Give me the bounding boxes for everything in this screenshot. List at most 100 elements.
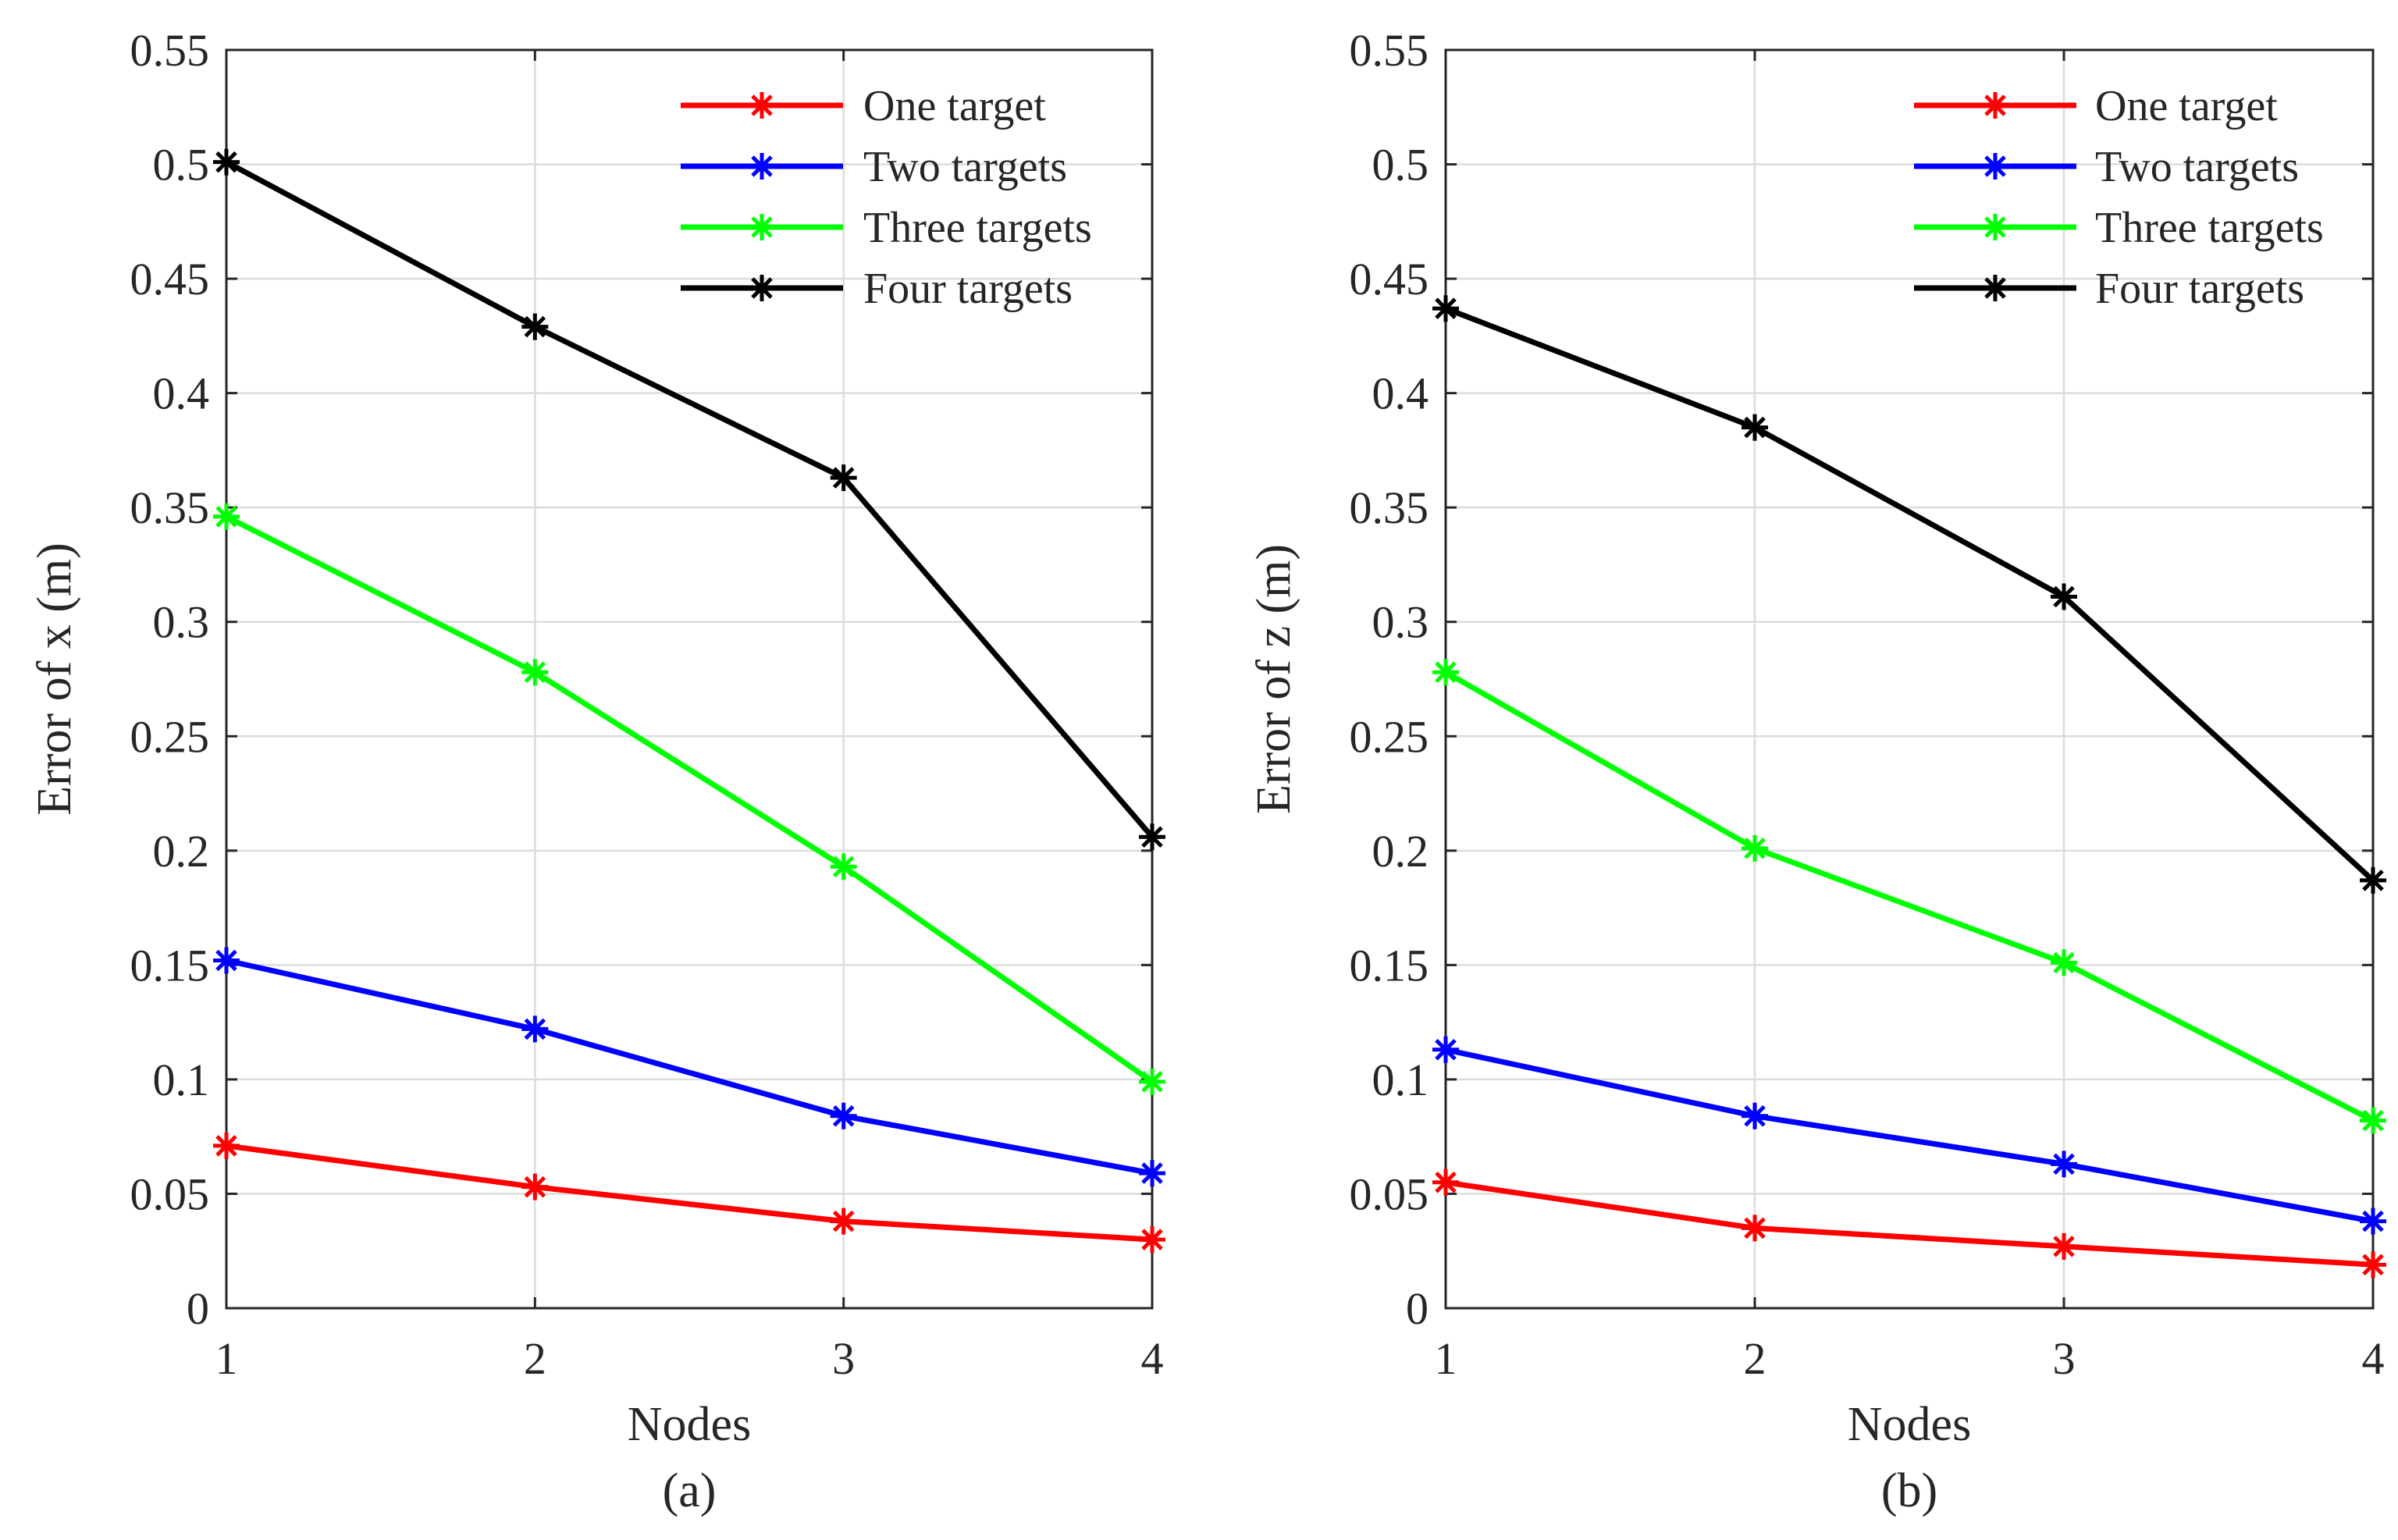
data-point-marker <box>2360 1107 2386 1134</box>
data-point-marker <box>1139 1068 1165 1095</box>
legend-entry: Four targets <box>1914 265 2304 313</box>
data-point-marker <box>2051 1232 2077 1260</box>
legend-label: Three targets <box>863 204 1092 252</box>
legend-entry: Three targets <box>1914 204 2324 252</box>
legend-entry: One target <box>681 82 1046 130</box>
y-tick-label: 0.45 <box>130 254 210 304</box>
y-tick-label: 0.55 <box>1350 25 1429 76</box>
data-point-marker <box>2051 1151 2077 1178</box>
series-line <box>1445 1047 2374 1225</box>
data-point-marker <box>2360 1207 2386 1235</box>
x-tick-label: 4 <box>2362 1333 2385 1384</box>
y-axis-label: Error of z (m) <box>1247 544 1300 814</box>
data-point-marker <box>521 1173 549 1200</box>
y-tick-label: 0.15 <box>1350 940 1429 991</box>
legend-marker <box>1982 153 2008 180</box>
chart-panel-b: 0 0.05 0.1 0.15 0.2 0.25 0.3 0.35 0.4 0.45 0.5 0.55… <box>1247 25 2386 1517</box>
data-point-marker <box>2360 866 2386 894</box>
panel-caption: (b) <box>1881 1464 1937 1517</box>
y-tick-label: 0.35 <box>1350 482 1429 533</box>
data-point-marker <box>1742 414 1768 441</box>
x-tick-label: 2 <box>524 1333 546 1384</box>
x-axis-label: Nodes <box>628 1398 751 1451</box>
y-tick-label: 0.2 <box>1372 826 1429 877</box>
chart-panel-a: 0 0.05 0.1 0.15 0.2 0.25 0.3 0.35 0.4 0.45 0.5 0.55… <box>28 25 1165 1517</box>
x-tick-label: 2 <box>1744 1333 1766 1384</box>
data-point-marker <box>521 1015 549 1043</box>
series-two-targets <box>213 947 1165 1187</box>
data-point-marker <box>1139 823 1165 851</box>
y-tick-label: 0.05 <box>130 1168 210 1219</box>
y-tick-label: 0.5 <box>1372 140 1429 190</box>
x-tick-label: 3 <box>2053 1333 2076 1384</box>
data-point-marker <box>1432 1168 1459 1196</box>
series-line <box>226 958 1153 1176</box>
data-point-marker <box>521 313 549 340</box>
data-point-marker <box>1742 1102 1768 1129</box>
y-tick-label: 0.25 <box>1350 711 1429 762</box>
series-two-targets <box>1432 1036 2386 1235</box>
x-tick-label: 4 <box>1141 1333 1164 1384</box>
legend-marker <box>1982 214 2008 240</box>
series-line <box>1445 1179 2374 1268</box>
plot-area <box>1446 50 2373 1308</box>
y-tick-label: 0.3 <box>1372 597 1429 648</box>
series-one-target <box>1432 1168 2386 1279</box>
x-axis-label: Nodes <box>1848 1398 1971 1451</box>
y-tick-label: 0 <box>187 1283 209 1334</box>
legend-label: Four targets <box>2095 265 2304 313</box>
data-point-marker <box>1742 1215 1768 1242</box>
legend-label: Two targets <box>2095 143 2299 191</box>
legend-entry: Two targets <box>681 143 1067 191</box>
data-point-marker <box>521 659 549 686</box>
y-tick-label: 0.55 <box>130 25 210 76</box>
legend-label: Two targets <box>863 143 1067 191</box>
data-point-marker <box>830 853 857 880</box>
data-point-marker <box>1432 659 1459 686</box>
series-three-targets <box>213 503 1165 1095</box>
data-point-marker <box>1139 1226 1165 1254</box>
data-point-marker <box>1139 1160 1165 1187</box>
plot-area <box>226 50 1152 1308</box>
legend-entry: Four targets <box>681 265 1073 313</box>
legend-marker <box>1982 275 2008 301</box>
legend-marker <box>749 92 775 119</box>
y-tick-label: 0.25 <box>130 711 210 762</box>
series-line <box>225 159 1155 839</box>
series-line <box>226 1143 1153 1243</box>
y-tick-label: 0.15 <box>130 940 210 991</box>
data-point-marker <box>213 947 240 974</box>
series-line <box>225 514 1155 1084</box>
legend: One target Two targets Three targets Four t… <box>1914 82 2324 313</box>
legend-marker <box>749 275 775 301</box>
x-tick-label: 3 <box>832 1333 855 1384</box>
x-tick-label: 1 <box>215 1333 238 1384</box>
data-point-marker <box>2360 1251 2386 1279</box>
series-four-targets <box>213 148 1165 851</box>
series-line <box>1444 670 2375 1123</box>
legend-entry: One target <box>1914 82 2278 130</box>
legend-label: Four targets <box>863 265 1073 313</box>
series-one-target <box>213 1132 1165 1254</box>
legend-marker <box>749 153 775 180</box>
y-tick-label: 0.4 <box>1372 368 1429 419</box>
y-tick-label: 0.45 <box>1350 254 1429 304</box>
legend-label: One target <box>863 82 1046 130</box>
data-point-marker <box>213 148 240 176</box>
y-tick-label: 0.5 <box>153 140 210 190</box>
series-four-targets <box>1432 295 2386 894</box>
data-point-marker <box>1432 295 1459 322</box>
legend-label: Three targets <box>2095 204 2324 252</box>
series-line <box>1444 305 2375 883</box>
legend: One target Two targets Three targets Four t… <box>681 82 1092 313</box>
y-tick-label: 0.2 <box>153 826 210 877</box>
legend-marker <box>1982 92 2008 119</box>
data-point-marker <box>213 503 240 530</box>
legend-entry: Two targets <box>1914 143 2299 191</box>
data-point-marker <box>1432 1036 1459 1063</box>
legend-entry: Three targets <box>681 204 1092 252</box>
y-axis-label: Error of x (m) <box>28 542 81 815</box>
data-point-marker <box>2051 949 2077 976</box>
data-point-marker <box>830 1207 857 1235</box>
